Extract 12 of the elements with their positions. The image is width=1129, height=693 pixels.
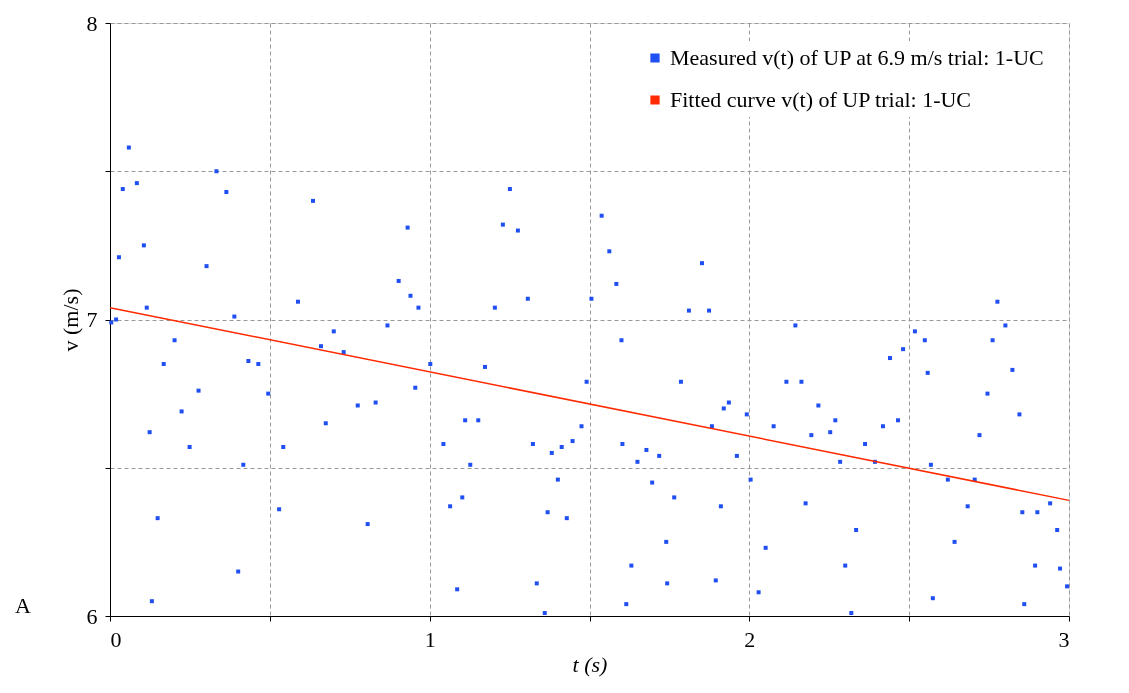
x-tick-label: 3: [1058, 626, 1070, 652]
legend-label: Fitted curve v(t) of UP trial: 1-UC: [670, 87, 972, 112]
legend-label: Measured v(t) of UP at 6.9 m/s trial: 1-UC: [670, 45, 1044, 70]
y-tick-label: 6: [86, 603, 98, 629]
x-tick-label: 2: [744, 626, 756, 652]
y-axis-title: v (m/s): [57, 288, 83, 352]
x-axis-title: t (s): [572, 651, 608, 677]
y-tick-label: 8: [86, 10, 98, 36]
text: A: [15, 593, 31, 618]
x-tick-label: 0: [110, 626, 122, 652]
x-tick-label: 1: [424, 626, 436, 652]
y-tick-label: 7: [86, 307, 98, 332]
